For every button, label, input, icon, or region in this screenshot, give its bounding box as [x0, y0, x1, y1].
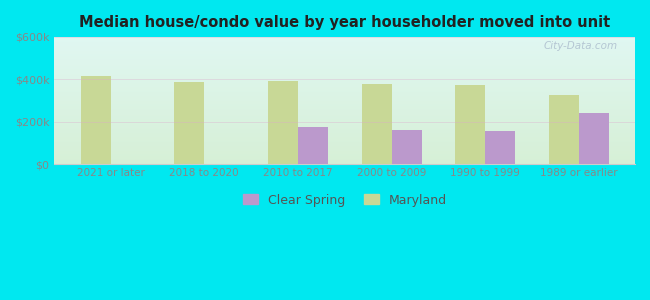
Bar — [485, 131, 515, 164]
Title: Median house/condo value by year householder moved into unit: Median house/condo value by year househo… — [79, 15, 610, 30]
Bar — [549, 94, 578, 164]
Bar — [174, 82, 204, 164]
Legend: Clear Spring, Maryland: Clear Spring, Maryland — [238, 188, 452, 212]
Bar — [268, 81, 298, 164]
Bar — [361, 84, 391, 164]
Bar — [578, 113, 609, 164]
Bar — [298, 127, 328, 164]
Bar — [391, 130, 421, 164]
Text: City-Data.com: City-Data.com — [543, 40, 618, 50]
Bar — [455, 85, 485, 164]
Bar — [81, 76, 110, 164]
